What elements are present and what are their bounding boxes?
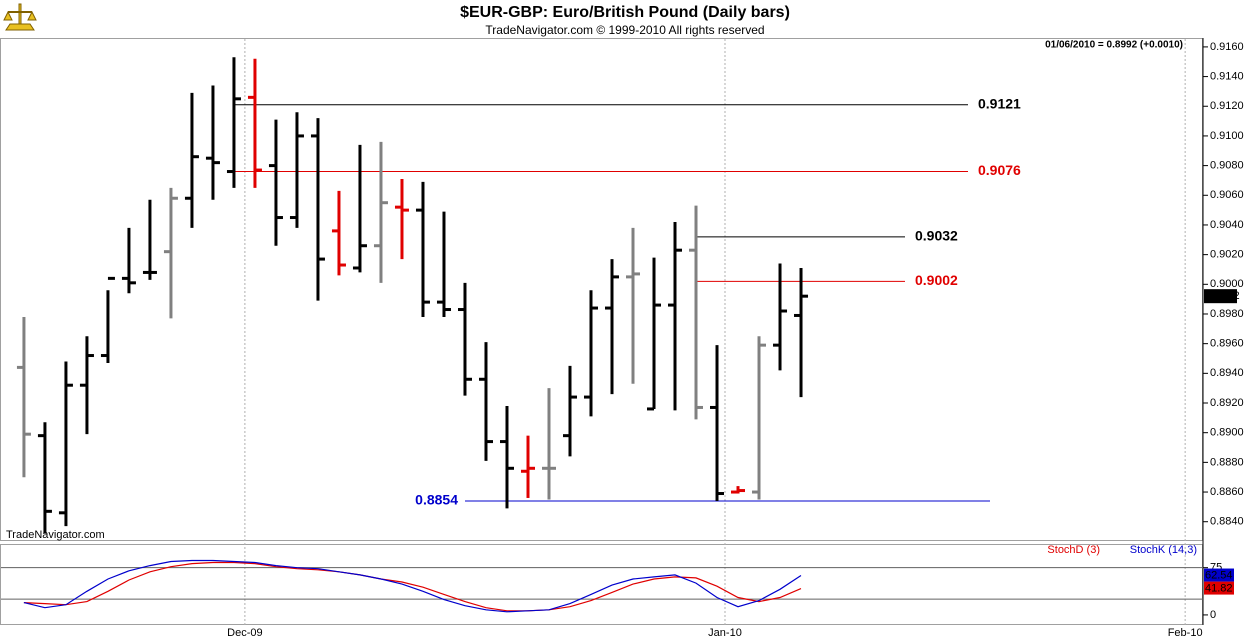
ohlc-bar	[794, 267, 809, 398]
y-tick-label: 0.9160	[1210, 41, 1244, 53]
last-value-box	[1204, 568, 1234, 582]
ohlc-bar	[121, 227, 136, 294]
ohlc-bar	[37, 422, 52, 534]
level-label: 0.9002	[915, 272, 958, 288]
x-tick-label: Dec-09	[227, 627, 262, 639]
ohlc-bar	[289, 112, 304, 228]
ohlc-bar	[499, 405, 514, 509]
ohlc-bar	[478, 342, 493, 461]
ohlc-bar	[605, 259, 620, 395]
y-tick-label: 0.8960	[1210, 338, 1244, 350]
chart-title: $EUR-GBP: Euro/British Pound (Daily bars…	[460, 4, 790, 21]
y-tick-label: 0.9140	[1210, 70, 1244, 82]
ohlc-bar	[310, 118, 325, 301]
ohlc-bar	[668, 221, 683, 411]
ohlc-bar	[731, 486, 746, 494]
ohlc-bar	[626, 227, 641, 384]
ohlc-bar	[16, 316, 31, 478]
level-label: 0.9121	[978, 95, 1021, 111]
last-value-label: 62.54	[1205, 569, 1233, 581]
ohlc-bar	[184, 92, 199, 228]
ohlc-bar	[457, 282, 472, 396]
last-price-label: 0.8992	[1206, 290, 1240, 302]
y-tick-label: 0.8860	[1210, 486, 1244, 498]
ohlc-bar	[647, 257, 662, 411]
ohlc-bar	[436, 211, 451, 317]
ohlc-bar	[394, 178, 409, 260]
y-tick-label: 0.9060	[1210, 189, 1244, 201]
level-label: 0.9076	[978, 162, 1021, 178]
ohlc-bar	[583, 290, 598, 417]
level-label: 0.8854	[415, 492, 458, 508]
ohlc-bar	[331, 190, 346, 276]
y-tick-label: 0.9000	[1210, 278, 1244, 290]
logo	[3, 3, 37, 31]
watermark: TradeNavigator.com	[6, 529, 105, 541]
ohlc-bar	[562, 365, 577, 457]
ohlc-bar	[205, 85, 220, 200]
y-tick-label: 0.8940	[1210, 367, 1244, 379]
y-tick-label: 0.8980	[1210, 308, 1244, 320]
ohlc-bar	[226, 57, 241, 188]
y-tick-label: 0.8920	[1210, 397, 1244, 409]
ohlc-bar	[415, 181, 430, 317]
ohlc-bar	[79, 336, 94, 435]
stoch-line	[23, 561, 802, 612]
y-tick-label: 0.9100	[1210, 130, 1244, 142]
last-value-label: 41.82	[1205, 582, 1233, 594]
y-tick-label: 0.9020	[1210, 249, 1244, 261]
last-price-box	[1204, 289, 1237, 304]
ohlc-bar	[352, 144, 367, 273]
x-tick-label: Feb-10	[1168, 627, 1203, 639]
y-tick-label: 0.9120	[1210, 100, 1244, 112]
stoch-line	[23, 559, 802, 613]
y-tick-label: 0	[1210, 609, 1216, 621]
y-tick-label: 0.8900	[1210, 427, 1244, 439]
y-tick-label: 0.8840	[1210, 516, 1244, 528]
ohlc-bar	[100, 276, 115, 363]
y-tick-label: 0.8880	[1210, 456, 1244, 468]
y-tick-label: 0.9080	[1210, 160, 1244, 172]
ohlc-bar	[247, 58, 262, 188]
x-tick-label: Jan-10	[708, 627, 742, 639]
ohlc-bar	[541, 388, 556, 500]
ohlc-bar	[373, 141, 388, 283]
ohlc-bar	[520, 435, 535, 498]
ohlc-bar	[689, 205, 704, 420]
legend-label: StochD (3)	[1047, 544, 1100, 556]
ohlc-bar	[268, 119, 283, 246]
chart-subtitle: TradeNavigator.com © 1999-2010 All right…	[485, 23, 764, 37]
ohlc-bar	[773, 263, 788, 371]
ohlc-bar	[163, 187, 178, 319]
ohlc-bar	[142, 199, 157, 280]
ohlc-bar	[58, 361, 73, 527]
y-tick-label: 0.9040	[1210, 219, 1244, 231]
price-header: 01/06/2010 = 0.8992 (+0.0010)	[1045, 40, 1183, 51]
level-label: 0.9032	[915, 228, 958, 244]
ohlc-bar	[710, 345, 725, 501]
legend-label: StochK (14,3)	[1130, 544, 1197, 556]
ohlc-bar	[752, 336, 767, 500]
last-value-box	[1204, 581, 1234, 595]
